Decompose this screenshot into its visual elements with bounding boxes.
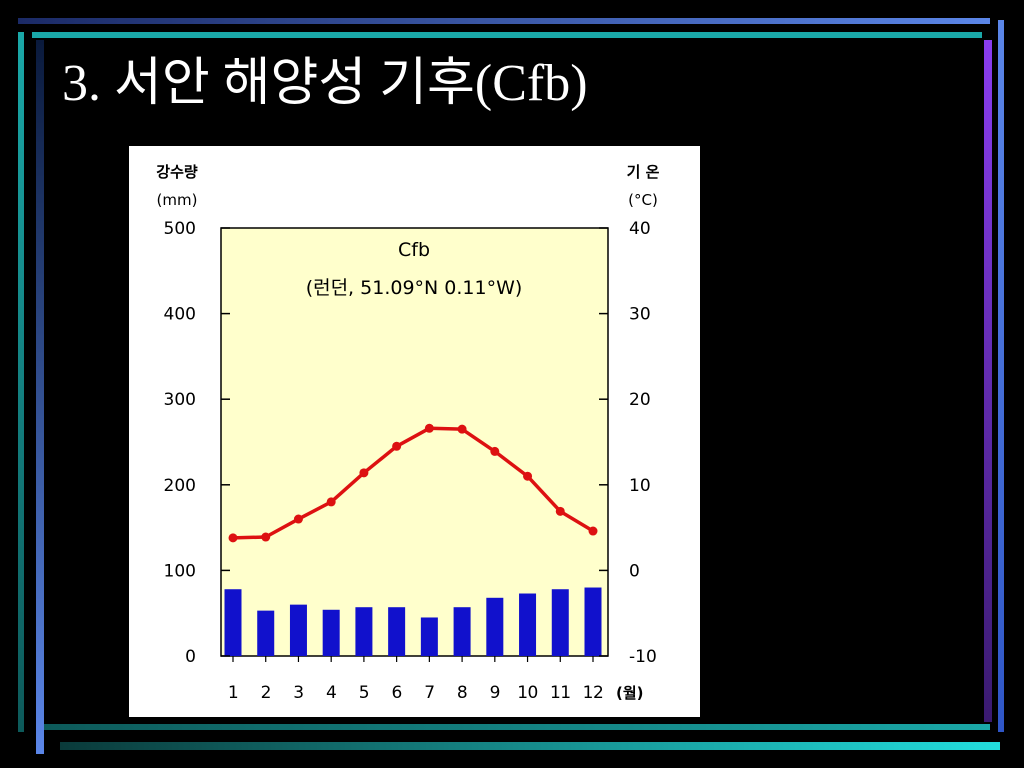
x-tick-label: 12 (583, 683, 604, 703)
left-tick-label: 200 (164, 476, 196, 496)
frame-left-bar-teal (18, 32, 24, 732)
x-tick-label: 6 (391, 683, 401, 703)
axis-ticks (221, 227, 608, 662)
temperature-point (424, 423, 434, 433)
x-tick-label: 11 (550, 683, 571, 703)
x-axis-unit: (월) (616, 684, 644, 702)
plot-area (220, 227, 609, 657)
frame-top-bar-blue (18, 18, 990, 24)
temperature-point (293, 514, 303, 524)
left-tick-label: 100 (164, 561, 196, 581)
frame-right-bar-blue (998, 20, 1004, 732)
precipitation-bar (420, 617, 438, 656)
precipitation-bar (519, 593, 537, 656)
precipitation-bar (257, 610, 275, 656)
precipitation-bar (322, 609, 340, 656)
precipitation-bar (224, 589, 242, 656)
right-tick-label: 10 (629, 476, 651, 496)
climate-chart-panel: 0 100 200 300 400 500 -10 0 10 20 30 40 1 2 3 4 5 6 7 8 9 10 1… (129, 146, 700, 717)
frame-top-bar-teal (32, 32, 982, 38)
right-axis-title: 기 온 (627, 163, 660, 181)
temperature-point (457, 424, 467, 434)
precipitation-bars (224, 587, 602, 656)
temperature-point (588, 526, 598, 536)
right-tick-label: -10 (629, 647, 657, 667)
temperature-line-path (232, 426, 594, 540)
right-tick-label: 20 (629, 390, 651, 410)
precipitation-bar (584, 587, 602, 656)
right-axis-unit: (°C) (628, 191, 658, 209)
frame-bottom-bar-teal (44, 724, 990, 730)
precipitation-bar (289, 604, 307, 656)
temperature-point (326, 497, 336, 507)
chart-subtitle: (런던, 51.09°N 0.11°W) (306, 277, 523, 299)
temperature-line (228, 423, 598, 543)
precipitation-bar (551, 589, 569, 656)
frame-left-bar-blue (36, 40, 44, 754)
temperature-point (228, 533, 238, 543)
chart-title: Cfb (398, 239, 430, 261)
temperature-point (261, 532, 271, 542)
temperature-point (490, 446, 500, 456)
precipitation-bar (486, 597, 504, 656)
slide-title: 3. 서안 해양성 기후(Cfb) (62, 55, 588, 112)
left-axis-title: 강수량 (156, 163, 198, 181)
x-tick-label: 1 (228, 683, 238, 703)
precipitation-bar (453, 607, 471, 656)
frame-bottom-bar-cyan (60, 742, 1000, 750)
temperature-point (359, 468, 369, 478)
left-tick-label: 0 (185, 647, 196, 667)
x-tick-label: 2 (261, 683, 271, 703)
x-tick-label: 4 (326, 683, 336, 703)
x-tick-label: 10 (517, 683, 538, 703)
right-tick-label: 40 (629, 219, 651, 239)
left-tick-label: 300 (164, 390, 196, 410)
left-tick-label: 400 (164, 305, 196, 325)
frame-right-bar-violet (984, 40, 992, 722)
left-axis-unit: (mm) (157, 191, 198, 209)
precipitation-bar (388, 607, 406, 656)
x-tick-label: 9 (490, 683, 500, 703)
temperature-point (392, 441, 402, 451)
right-tick-label: 0 (629, 561, 640, 581)
x-tick-label: 8 (457, 683, 467, 703)
x-tick-label: 7 (424, 683, 434, 703)
left-tick-label: 500 (164, 219, 196, 239)
temperature-point (555, 506, 565, 516)
precipitation-bar (355, 607, 373, 656)
x-tick-label: 5 (359, 683, 369, 703)
x-tick-label: 3 (293, 683, 303, 703)
right-tick-label: 30 (629, 305, 651, 325)
temperature-point (523, 471, 533, 481)
